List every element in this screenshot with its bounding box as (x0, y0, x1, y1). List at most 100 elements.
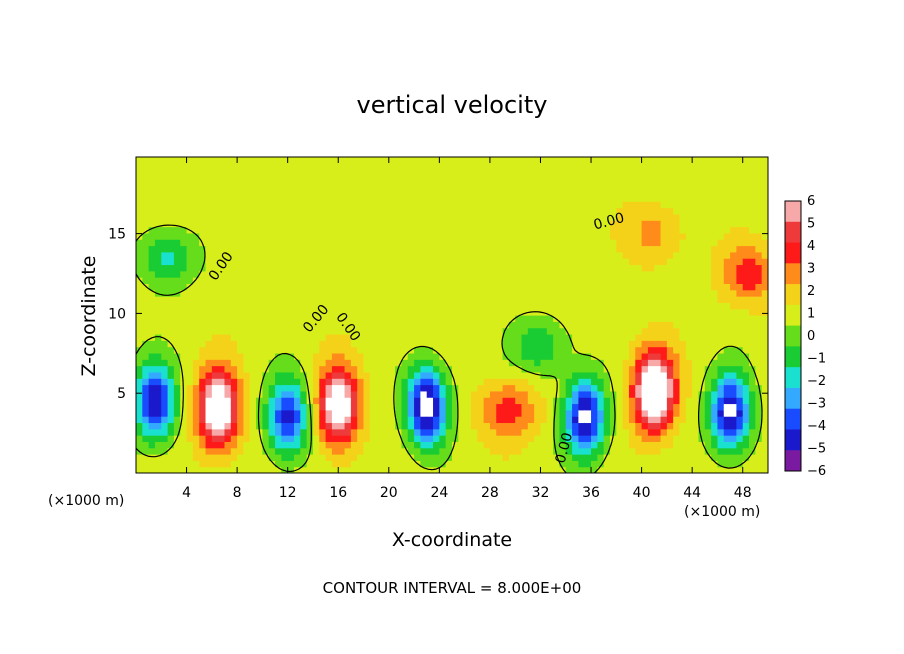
field-cell (470, 422, 478, 430)
field-cell (142, 321, 150, 329)
field-cell (407, 352, 415, 360)
field-cell (622, 460, 630, 468)
field-cell (730, 289, 737, 297)
field-cell (420, 277, 428, 284)
field-cell (395, 283, 403, 291)
field-cell (445, 194, 453, 202)
field-cell (717, 435, 725, 442)
field-cell (199, 416, 207, 424)
field-cell (597, 315, 605, 322)
field-cell (338, 308, 346, 316)
field-cell (325, 213, 333, 221)
field-cell (749, 397, 756, 405)
field-cell (610, 232, 617, 240)
field-cell (679, 226, 687, 234)
field-cell (692, 194, 700, 202)
field-cell (464, 352, 472, 360)
field-cell (673, 220, 681, 228)
field-cell (350, 296, 358, 303)
field-cell (742, 409, 750, 417)
field-cell (502, 365, 510, 373)
chart-title: vertical velocity (357, 91, 548, 119)
field-cell (666, 441, 674, 449)
field-cell (572, 169, 579, 177)
field-cell (483, 175, 491, 183)
field-cell (357, 359, 365, 367)
field-cell (237, 207, 245, 215)
field-cell (622, 182, 630, 190)
field-cell (673, 163, 681, 171)
field-cell (635, 251, 643, 259)
field-cell (199, 251, 207, 259)
field-cell (458, 454, 466, 461)
field-cell (211, 201, 219, 209)
field-cell (711, 428, 719, 436)
field-cell (218, 327, 226, 335)
field-cell (572, 232, 579, 240)
field-cell (186, 175, 194, 183)
field-cell (154, 346, 162, 354)
field-cell (559, 213, 567, 221)
field-cell (319, 245, 327, 253)
field-cell (294, 308, 301, 316)
field-cell (673, 283, 681, 291)
field-cell (458, 213, 466, 221)
field-cell (161, 289, 169, 297)
field-cell (173, 340, 181, 348)
field-cell (376, 264, 384, 272)
field-cell (603, 302, 611, 310)
field-cell (597, 466, 605, 473)
field-cell (249, 232, 257, 240)
field-cell (565, 201, 573, 209)
field-cell (237, 239, 245, 247)
field-cell (730, 435, 737, 442)
field-cell (553, 346, 561, 354)
field-cell (572, 308, 579, 316)
field-cell (192, 321, 200, 329)
field-cell (199, 188, 207, 196)
field-cell (350, 302, 358, 310)
field-cell (312, 220, 320, 228)
field-cell (414, 207, 421, 215)
field-cell (211, 454, 219, 461)
field-cell (666, 454, 674, 461)
field-cell (161, 296, 169, 303)
field-cell (445, 447, 453, 455)
field-cell (344, 447, 352, 455)
field-cell (192, 226, 200, 234)
field-cell (388, 352, 396, 360)
field-cell (502, 315, 510, 322)
field-cell (723, 327, 731, 335)
field-cell (616, 245, 624, 253)
field-cell (148, 409, 156, 417)
field-cell (666, 378, 674, 386)
field-cell (294, 302, 301, 310)
field-cell (294, 283, 301, 291)
field-cell (218, 302, 226, 310)
field-cell (742, 454, 750, 461)
field-cell (616, 435, 624, 442)
field-cell (325, 447, 333, 455)
field-cell (591, 308, 598, 316)
field-cell (534, 258, 542, 266)
field-cell (167, 201, 175, 209)
field-cell (635, 264, 643, 272)
field-cell (622, 403, 630, 411)
field-cell (300, 308, 308, 316)
field-cell (192, 270, 200, 278)
field-cell (749, 371, 756, 379)
field-cell (711, 346, 719, 354)
field-cell (136, 397, 143, 405)
field-cell (647, 289, 655, 297)
field-cell (641, 264, 649, 272)
field-cell (723, 397, 731, 405)
field-cell (224, 201, 232, 209)
field-cell (237, 251, 245, 259)
field-cell (433, 302, 440, 310)
field-cell (483, 188, 491, 196)
field-cell (761, 352, 768, 360)
field-cell (730, 397, 737, 405)
field-cell (534, 201, 542, 209)
field-cell (281, 226, 289, 234)
field-cell (426, 213, 434, 221)
